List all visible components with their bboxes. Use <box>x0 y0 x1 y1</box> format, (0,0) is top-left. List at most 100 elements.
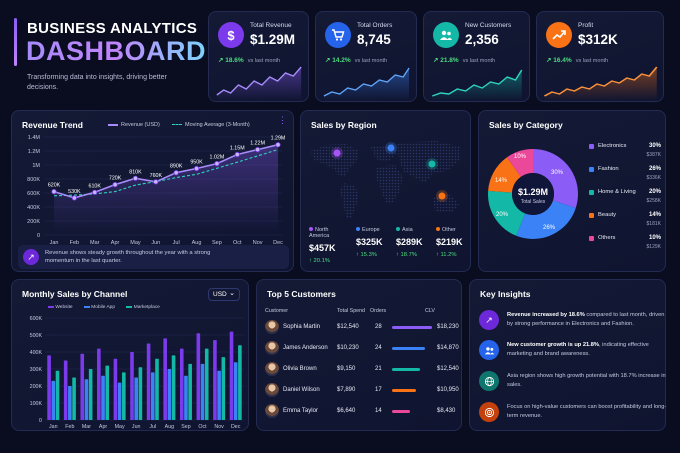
pin-europe[interactable] <box>385 142 397 154</box>
bar-mobile-app <box>117 382 122 420</box>
revenue-note-text: Revenue shows steady growth throughout t… <box>45 250 211 264</box>
table-row[interactable]: Emma Taylor $6,640 14 $8,430 <box>265 404 495 422</box>
kpi-sparkline <box>432 69 523 101</box>
x-tick-label: Jul <box>173 240 180 246</box>
avatar <box>265 341 279 355</box>
legend-revenue: Revenue (USD) <box>108 122 160 128</box>
total-spend: $9,150 <box>337 366 356 372</box>
order-count: 28 <box>375 324 382 330</box>
x-tick-label: May <box>115 424 125 430</box>
bar-website <box>213 340 217 420</box>
data-point <box>173 170 179 176</box>
customer-name: Emma Taylor <box>283 408 318 414</box>
table-row[interactable]: Daniel Wilson $7,890 17 $10,950 <box>265 383 495 401</box>
kpi-value: $312K <box>578 32 618 47</box>
trend-up-icon: ↗ <box>23 249 39 265</box>
header-subtitle: Transforming data into insights, driving… <box>27 74 167 91</box>
data-label: 720K <box>109 176 122 182</box>
bar-marketplace <box>221 357 226 420</box>
kpi-card-revenue[interactable]: $ Total Revenue $1.29M ↗ 18.6% vs last mo… <box>208 11 309 102</box>
pin-asia[interactable] <box>426 158 438 170</box>
kpi-change: ↗ 14.2% vs last month <box>325 57 388 64</box>
category-legend-item: Home & Living 20% $258K <box>589 189 661 209</box>
cart-icon <box>325 22 351 48</box>
pin-north-america[interactable] <box>331 147 343 159</box>
clv-bar <box>392 389 416 392</box>
header-accent-bar <box>14 18 17 66</box>
donut-center-label: Total Sales <box>520 199 546 205</box>
bar-mobile-app <box>167 369 172 420</box>
bar-website <box>63 360 68 420</box>
clv-bar <box>392 326 432 329</box>
x-tick-label: Jan <box>49 424 58 430</box>
dollar-icon: $ <box>218 22 244 48</box>
order-count: 17 <box>375 387 382 393</box>
slice-label: 14% <box>495 178 508 184</box>
data-label: 760K <box>150 173 163 179</box>
x-tick-label: Sep <box>181 424 190 430</box>
data-point <box>132 175 139 181</box>
kpi-card-customers[interactable]: New Customers 2,356 ↗ 21.8% vs last month <box>423 11 530 102</box>
chart-icon: ↗ <box>479 310 499 330</box>
y-tick-label: 800K <box>27 177 40 183</box>
users-icon <box>433 22 459 48</box>
x-tick-label: Jun <box>151 240 160 246</box>
x-tick-label: Nov <box>253 240 263 246</box>
bar-website <box>97 348 101 420</box>
kpi-card-profit[interactable]: Profit $312K ↗ 16.4% vs last month <box>536 11 664 102</box>
slice-label: 20% <box>496 212 509 218</box>
bar-mobile-app <box>184 375 188 420</box>
total-spend: $6,640 <box>337 408 356 414</box>
pin-other[interactable] <box>436 190 448 202</box>
bar-mobile-app <box>150 372 155 420</box>
data-label: 1.02M <box>210 155 225 161</box>
panel-title: Sales by Category <box>489 120 563 130</box>
data-point <box>275 142 281 148</box>
monthly-sales-panel: Monthly Sales by Channel USD ⌄ Website Mo… <box>11 279 249 431</box>
bar-marketplace <box>204 348 209 420</box>
y-tick-label: 0 <box>37 233 40 239</box>
series-moving-average <box>53 149 279 197</box>
x-tick-label: Aug <box>165 424 174 430</box>
bar-mobile-app <box>101 375 105 420</box>
region-stat: Europe $325K ↑ 15.3% <box>356 227 383 258</box>
panel-title: Key Insights <box>480 289 531 299</box>
insight-item: ↗ Revenue increased by 18.6% compared to… <box>479 310 664 334</box>
region-stat: North America $457K ↑ 20.1% <box>309 227 336 264</box>
data-point <box>92 189 98 195</box>
page-title: DASHBOARD <box>26 36 206 66</box>
data-point <box>214 160 220 167</box>
currency-select[interactable]: USD ⌄ <box>208 288 240 301</box>
panel-title: Top 5 Customers <box>267 289 336 299</box>
bar-marketplace <box>171 355 176 420</box>
more-menu-icon[interactable]: ⋮ <box>278 115 287 125</box>
x-tick-label: Feb <box>65 424 74 430</box>
bar-marketplace <box>122 372 126 420</box>
clv-value: $12,540 <box>437 366 459 372</box>
region-stat: Asia $289K ↑ 18.7% <box>396 227 423 258</box>
bar-website <box>130 352 134 420</box>
y-tick-label: 200K <box>27 219 40 225</box>
y-tick-label: 200K <box>30 384 43 390</box>
y-tick-label: 1.2M <box>28 149 41 155</box>
bar-mobile-app <box>51 380 56 420</box>
category-legend-item: Beauty 14% $181K <box>589 212 661 232</box>
kpi-value: 8,745 <box>357 32 391 47</box>
kpi-sparkline <box>323 67 410 101</box>
data-point <box>71 195 77 201</box>
y-tick-label: 100K <box>30 401 43 407</box>
y-tick-label: 1.4M <box>28 135 41 141</box>
insight-item: Focus on high-value customers can boost … <box>479 402 666 426</box>
data-label: 950K <box>190 160 203 166</box>
table-row[interactable]: James Anderson $10,230 24 $14,870 <box>265 341 495 359</box>
donut-slice-home <box>488 149 578 239</box>
table-row[interactable]: Sophia Martin $12,540 28 $18,230 <box>265 320 495 338</box>
clv-value: $18,230 <box>437 324 459 330</box>
table-row[interactable]: Olivia Brown $9,150 21 $12,540 <box>265 362 495 380</box>
x-tick-label: Dec <box>231 424 241 430</box>
target-icon <box>479 402 499 422</box>
kpi-card-orders[interactable]: Total Orders 8,745 ↗ 14.2% vs last month <box>315 11 417 102</box>
data-point <box>153 179 159 185</box>
y-tick-label: 400K <box>30 350 43 356</box>
slice-label: 10% <box>514 154 527 160</box>
